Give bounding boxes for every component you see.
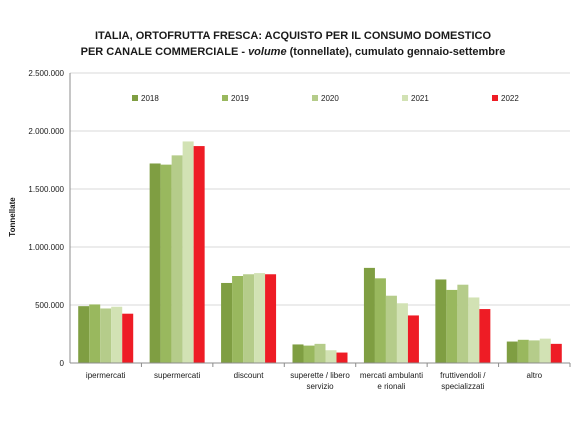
bar-2018 [435, 279, 447, 363]
chart-title-line2: PER CANALE COMMERCIALE - volume (tonnell… [81, 46, 506, 58]
bar-2018 [506, 341, 518, 363]
x-tick-label: ipermercati [86, 371, 126, 380]
bar-2018 [221, 282, 233, 363]
legend-swatch-2020 [312, 95, 318, 101]
bar-2018 [363, 267, 375, 363]
y-tick-label: 500.000 [35, 301, 64, 310]
bar-2021 [182, 141, 194, 363]
y-tick-label: 2.000.000 [28, 127, 64, 136]
x-tick-label: superette / libero [290, 371, 350, 380]
bar-2022 [265, 274, 277, 363]
bar-2022 [407, 315, 419, 363]
legend-label-2018: 2018 [141, 94, 159, 103]
x-tick-label: altro [527, 371, 543, 380]
bar-2019 [517, 339, 529, 363]
legend-label-2020: 2020 [321, 94, 339, 103]
bar-2019 [232, 276, 244, 363]
bar-2022 [193, 146, 205, 363]
legend-swatch-2019 [222, 95, 228, 101]
bar-2021 [111, 306, 123, 363]
legend-label-2021: 2021 [411, 94, 429, 103]
y-tick-label: 1.000.000 [28, 243, 64, 252]
bar-2018 [292, 344, 304, 363]
bar-2019 [160, 164, 172, 363]
legend-label-2022: 2022 [501, 94, 519, 103]
bar-2021 [539, 338, 551, 363]
chart-title-line1: ITALIA, ORTOFRUTTA FRESCA: ACQUISTO PER … [95, 30, 491, 42]
bar-2020 [243, 274, 255, 363]
legend-swatch-2018 [132, 95, 138, 101]
bar-2021 [254, 273, 266, 363]
bar-2020 [385, 295, 397, 363]
bar-2022 [336, 352, 348, 363]
x-tick-label: supermercati [154, 371, 200, 380]
bar-2021 [325, 350, 337, 363]
bar-2020 [171, 155, 183, 363]
y-axis-label: Tonnellate [8, 197, 17, 237]
x-tick-label: mercati ambulanti [360, 371, 423, 380]
bar-2018 [149, 163, 161, 363]
y-tick-label: 0 [60, 359, 65, 368]
bar-2020 [314, 343, 326, 363]
x-tick-label: fruttivendoli / [440, 371, 486, 380]
y-tick-label: 2.500.000 [28, 69, 64, 78]
x-tick-label: specializzati [441, 382, 484, 391]
bar-2021 [396, 303, 408, 363]
bar-2022 [550, 343, 562, 363]
bar-2020 [457, 284, 469, 363]
x-tick-label: e rionali [377, 382, 405, 391]
legend-label-2019: 2019 [231, 94, 249, 103]
bar-2019 [89, 304, 101, 363]
bar-2022 [122, 313, 134, 363]
bar-2018 [78, 306, 90, 363]
bar-2019 [374, 278, 386, 363]
y-tick-label: 1.500.000 [28, 185, 64, 194]
bar-2019 [303, 345, 315, 363]
bar-2021 [468, 297, 480, 363]
x-tick-label: discount [234, 371, 265, 380]
x-tick-label: servizio [306, 382, 334, 391]
bar-2020 [528, 340, 540, 363]
bar-2022 [479, 309, 491, 363]
bar-2020 [100, 308, 112, 363]
legend-swatch-2022 [492, 95, 498, 101]
bar-2019 [446, 289, 458, 363]
legend-swatch-2021 [402, 95, 408, 101]
